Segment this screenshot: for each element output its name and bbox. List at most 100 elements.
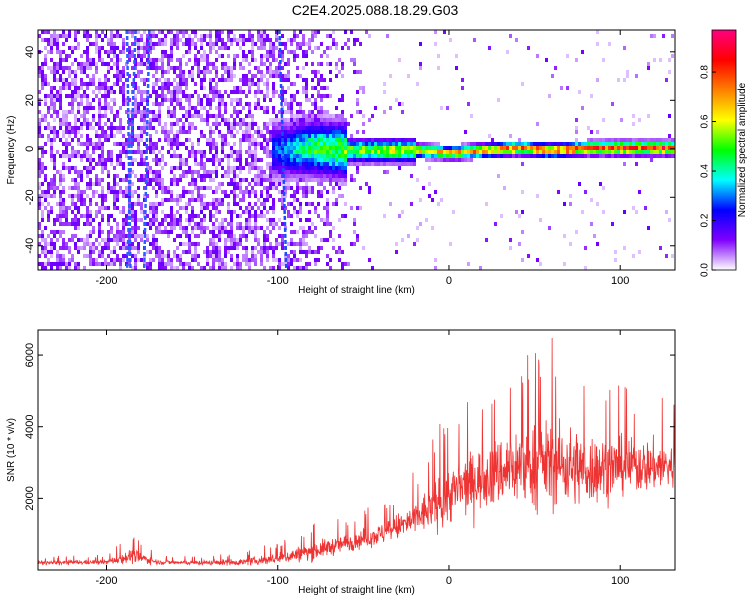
spectrogram-cell [140, 158, 143, 162]
spectrogram-cell [266, 146, 269, 150]
spectrogram-cell [143, 150, 146, 154]
spectrogram-cell [236, 42, 239, 46]
spectrogram-cell [86, 102, 89, 106]
spectrogram-cell [221, 146, 224, 150]
spectrogram-cell [248, 134, 251, 138]
spectrogram-cell [629, 138, 632, 142]
spectrogram-cell [521, 190, 524, 194]
spectrogram-cell [152, 210, 155, 214]
spectrogram-cell [155, 254, 158, 258]
spectrogram-cell [272, 90, 275, 94]
spectrogram-cell [77, 106, 80, 110]
spectrogram-cell [503, 154, 506, 158]
spectrogram-cell [248, 82, 251, 86]
spectrogram-cell [146, 110, 149, 114]
spectrogram-cell [143, 90, 146, 94]
spectrogram-cell [158, 118, 161, 122]
spectrogram-cell [290, 110, 293, 114]
spectrogram-cell [635, 162, 638, 166]
spectrogram-cell [131, 182, 134, 186]
spectrogram-cell [278, 158, 281, 162]
spectrogram-cell [110, 126, 113, 130]
spectrogram-cell [335, 66, 338, 70]
spectrogram-cell [332, 154, 335, 158]
spectrogram-cell [206, 118, 209, 122]
spectrogram-cell [452, 210, 455, 214]
spectrogram-cell [233, 62, 236, 66]
spectrogram-cell [53, 38, 56, 42]
spectrogram-cell [155, 202, 158, 206]
spectrogram-cell [155, 170, 158, 174]
spectrogram-cell [647, 114, 650, 118]
spectrogram-cell [575, 150, 578, 154]
spectrogram-cell [644, 150, 647, 154]
spectrogram-cell [302, 134, 305, 138]
spectrogram-cell [116, 258, 119, 262]
spectrogram-cell [233, 58, 236, 62]
spectrogram-cell [368, 186, 371, 190]
spectrogram-cell [260, 166, 263, 170]
spectrogram-cell [254, 122, 257, 126]
spectrogram-cell [275, 170, 278, 174]
spectrogram-cell [209, 46, 212, 50]
spectrogram-cell [287, 146, 290, 150]
spectrogram-cell [299, 242, 302, 246]
spectrogram-cell [353, 230, 356, 234]
spectrogram-cell [317, 162, 320, 166]
spectrogram-cell [296, 166, 299, 170]
spectrogram-cell [293, 130, 296, 134]
spectrogram-cell [665, 78, 668, 82]
spectrogram-cell [74, 30, 77, 34]
spectrogram-cell [293, 82, 296, 86]
spectrogram-cell [176, 202, 179, 206]
spectrogram-cell [383, 150, 386, 154]
spectrogram-cell [71, 254, 74, 258]
spectrogram-cell [59, 54, 62, 58]
spectrogram-cell [107, 218, 110, 222]
spectrogram-cell [308, 98, 311, 102]
spectrogram-cell [356, 130, 359, 134]
spectrogram-cell [323, 118, 326, 122]
spectrogram-cell [170, 146, 173, 150]
spectrogram-cell [200, 118, 203, 122]
spectrogram-cell [344, 262, 347, 266]
spectrogram-cell [434, 30, 437, 34]
spectrogram-cell [290, 258, 293, 262]
spectrogram-cell [299, 118, 302, 122]
spectrogram-cell [131, 230, 134, 234]
spectrogram-cell [569, 150, 572, 154]
spectrogram-cell [125, 78, 128, 82]
spectrogram-cell [227, 54, 230, 58]
spectrogram-cell [566, 146, 569, 150]
spectrogram-cell [158, 178, 161, 182]
spectrogram-cell [206, 94, 209, 98]
spectrogram-cell [656, 146, 659, 150]
spectrogram-cell [329, 130, 332, 134]
spectrogram-cell [152, 234, 155, 238]
spectrogram-cell [554, 154, 557, 158]
spectrogram-cell [134, 134, 137, 138]
spectrogram-cell [272, 118, 275, 122]
spectrogram-cell [164, 190, 167, 194]
spectrogram-cell [134, 74, 137, 78]
spectrogram-cell [221, 94, 224, 98]
spectrogram-cell [71, 178, 74, 182]
spectrogram-cell [224, 246, 227, 250]
spectrogram-cell [314, 86, 317, 90]
spectrogram-cell [164, 198, 167, 202]
spectrogram-cell [620, 138, 623, 142]
spectrogram-cell [209, 254, 212, 258]
spectrogram-cell [281, 74, 284, 78]
spectrogram-cell [239, 238, 242, 242]
spectrogram-cell [44, 174, 47, 178]
spectrogram-cell [77, 102, 80, 106]
spectrogram-cell [86, 138, 89, 142]
spectrogram-cell [608, 42, 611, 46]
spectrogram-cell [152, 110, 155, 114]
spectrogram-cell [188, 262, 191, 266]
spectrogram-x-tick-label: 0 [446, 275, 452, 287]
spectrogram-cell [176, 258, 179, 262]
spectrogram-cell [290, 134, 293, 138]
spectrogram-cell [218, 186, 221, 190]
spectrogram-cell [221, 62, 224, 66]
